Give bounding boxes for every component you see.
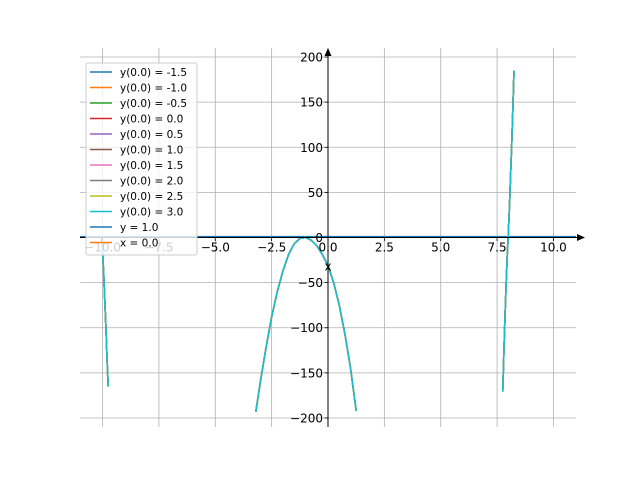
legend-label: y(0.0) = -1.5 xyxy=(120,67,187,79)
legend-label: y = 1.0 xyxy=(120,222,158,234)
y-tick-label: 50 xyxy=(308,186,323,200)
x-tick-label: 0.0 xyxy=(318,241,337,255)
x-tick-label: 7.5 xyxy=(488,241,507,255)
y-tick-label: 150 xyxy=(300,96,323,110)
x-axis-arrow xyxy=(577,234,585,241)
x-tick-label: 2.5 xyxy=(375,241,394,255)
legend-label: y(0.0) = 0.5 xyxy=(120,129,183,141)
legend-label: y(0.0) = -1.0 xyxy=(120,83,187,95)
y-tick-label: 0 xyxy=(315,231,323,245)
y-axis-arrow xyxy=(324,48,332,56)
y-tick-label: 200 xyxy=(300,51,323,65)
axes: −10.0−7.5−5.0−2.50.02.55.07.510.0−200−15… xyxy=(80,48,585,427)
x-tick-label: 10.0 xyxy=(540,241,567,255)
x-tick-label: −5.0 xyxy=(201,241,230,255)
x-axis-label: x xyxy=(324,260,331,274)
x-tick-label: −2.5 xyxy=(257,241,286,255)
legend-label: y(0.0) = 1.5 xyxy=(120,160,183,172)
legend-label: y(0.0) = 0.0 xyxy=(120,114,183,126)
y-tick-label: −200 xyxy=(290,411,323,425)
y-tick-label: 100 xyxy=(300,141,323,155)
legend-label: y(0.0) = -0.5 xyxy=(120,98,187,110)
legend-label: y(0.0) = 1.0 xyxy=(120,145,183,157)
legend-label: y(0.0) = 2.0 xyxy=(120,176,183,188)
x-tick-label: 5.0 xyxy=(431,241,450,255)
legend-label: y(0.0) = 3.0 xyxy=(120,207,183,219)
series-line-9-segment-2 xyxy=(501,70,515,392)
legend-label: x = 0.0 xyxy=(120,238,158,250)
y-tick-label: −50 xyxy=(298,276,323,290)
legend-label: y(0.0) = 2.5 xyxy=(120,191,183,203)
legend: y(0.0) = -1.5 y(0.0) = -1.0 y(0.0) = -0.5 y… xyxy=(85,62,198,256)
y-tick-label: −100 xyxy=(290,321,323,335)
legend-frame xyxy=(85,62,198,256)
y-tick-label: −150 xyxy=(290,366,323,380)
